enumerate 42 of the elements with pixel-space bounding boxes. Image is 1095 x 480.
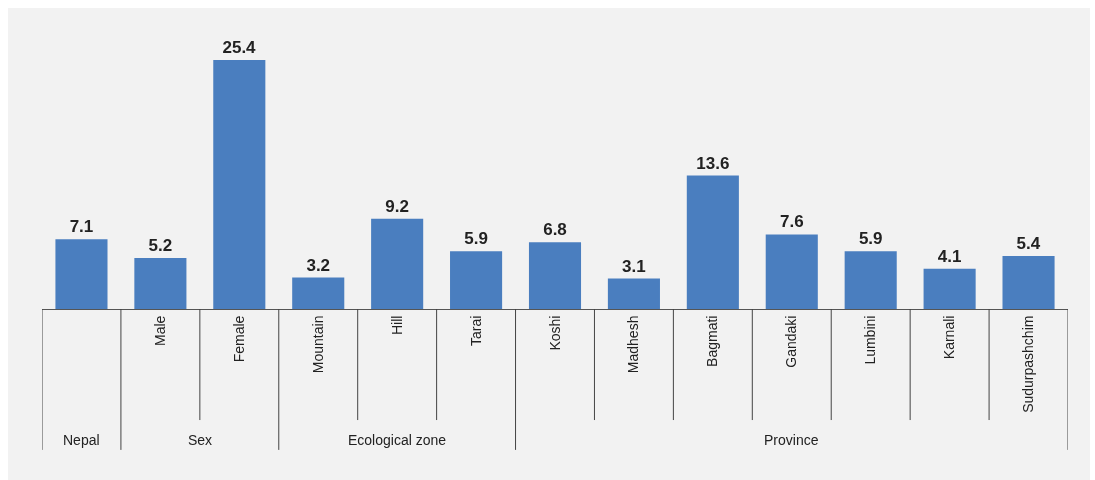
text: Province [764,432,819,448]
x-tick-label: Female [230,315,247,363]
text: Nepal [63,432,100,448]
bar [528,242,582,309]
x-tick-label: Male [151,315,168,346]
data-label: 6.8 [543,220,567,240]
x-tick-label: Mountain [309,315,326,374]
bar [923,268,976,309]
bar [292,277,345,309]
data-label: 5.2 [148,236,173,255]
data-label: 13.6 [696,153,730,173]
data-label: 3.1 [622,256,646,276]
data-label: 5.9 [464,229,488,249]
bar [213,59,266,309]
bar [844,251,897,309]
data-label: 7.1 [69,217,94,237]
x-tick-label: Bagmati [704,315,721,367]
data-label: 7.6 [779,212,804,232]
bar [686,175,739,309]
text: Sex [188,432,213,448]
data-label: 5.9 [858,229,883,249]
x-tick-label: Hill [388,315,405,336]
x-tick-label: Sudurpashchim [1020,315,1037,413]
bar [607,278,660,309]
data-label: 4.1 [937,246,962,266]
data-label: 3.2 [306,255,331,275]
x-tick-label: Madhesh [625,315,642,374]
data-label: 9.2 [385,196,409,216]
x-tick-label: Gandaki [783,315,800,368]
data-label: 5.4 [1016,234,1041,254]
text: Ecological zone [348,432,447,448]
bar [371,218,424,309]
bar [450,251,503,309]
data-label: 25.4 [222,37,257,57]
x-tick-label: Lumbini [862,315,879,365]
bar [765,234,818,309]
bar [1002,256,1055,309]
x-tick-label: Tarai [467,315,484,346]
x-tick-label: Karnali [941,315,958,360]
x-tick-label: Koshi [546,315,563,351]
bar [134,258,187,309]
bar [55,239,108,309]
